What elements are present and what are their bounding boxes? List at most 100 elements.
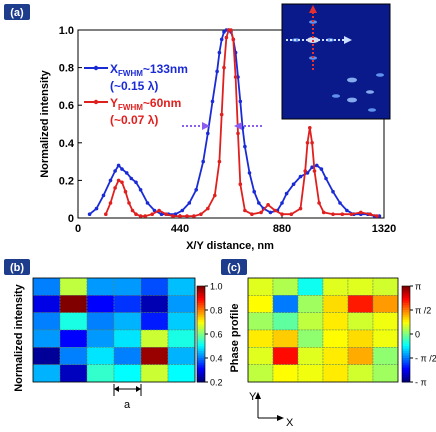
colorbar-segment (197, 317, 205, 321)
panel-a-badge (4, 4, 30, 20)
annotation-x-main: X (110, 62, 118, 76)
series-point-x (280, 201, 284, 205)
y-tick-label: 1.0 (59, 25, 74, 37)
colorbar-segment (197, 365, 205, 369)
colorbar-segment (402, 348, 410, 352)
series-point-x (284, 191, 289, 196)
annotation-y-fwhm: YFWHM~60nm (~0.07 λ) (84, 96, 181, 127)
series-point-x (319, 167, 324, 171)
series-point-x (194, 188, 198, 192)
panel-c-badge-label: (c) (227, 262, 241, 274)
series-point-x (257, 201, 261, 205)
colorbar-segment (197, 295, 205, 299)
heatmap-cell (272, 277, 299, 296)
series-point-y (178, 214, 182, 218)
series-point-y (113, 186, 117, 190)
heatmap-cell (167, 347, 196, 365)
colorbar-segment (402, 374, 410, 378)
colorbar-segment (197, 293, 205, 297)
heatmap-cell (247, 295, 274, 313)
series-point-y (317, 201, 321, 205)
heatmap-cell (322, 295, 349, 313)
panel-c-axis-indicator: Y X (249, 391, 294, 429)
panel-b: (b) Normalized intensity 1.0 0.8 0.6 0.4 0.2… (4, 259, 223, 411)
series-point-y (164, 212, 168, 216)
series-point-x (331, 189, 335, 194)
x-tick-label: 1320 (372, 223, 396, 235)
colorbar-segment (197, 336, 205, 340)
heatmap-cell (272, 364, 299, 383)
colorbar-segment (402, 379, 410, 383)
panel-c: (c) Phase profile π π /2 0 - π /2 - π Y X (221, 259, 436, 429)
series-point-y (266, 203, 270, 207)
colorbar-segment (197, 322, 205, 325)
inset-spot (347, 97, 357, 103)
colorbar-segment (402, 298, 410, 301)
colorbar-segment (402, 341, 410, 345)
colorbar-segment (197, 370, 205, 373)
heatmap-cell (140, 295, 169, 313)
colorbar-segment (402, 343, 410, 347)
fwhm-arrows (182, 122, 262, 130)
scale-marker-label: a (124, 399, 131, 411)
series-point-y (108, 201, 113, 205)
heatmap-cell (322, 329, 349, 348)
panel-a-series (87, 28, 382, 218)
x-tick-label: 880 (273, 223, 291, 235)
series-point-y (250, 212, 254, 216)
colorbar-segment (197, 288, 205, 292)
fwhm-arrow-right-head (234, 122, 242, 130)
series-point-y (308, 126, 312, 130)
series-point-x (315, 163, 319, 168)
series-point-x (120, 167, 124, 171)
series-point-x (243, 144, 247, 149)
colorbar-tick-label: 1.0 (210, 282, 223, 292)
heatmap-cell (372, 364, 399, 383)
annotation-y-note: (~0.07 λ) (110, 113, 158, 127)
heatmap-cell (113, 329, 142, 348)
heatmap-cell (372, 347, 399, 365)
colorbar-segment (197, 367, 205, 371)
series-point-y (130, 208, 135, 213)
colorbar-segment (402, 324, 410, 328)
x-tick-label: 440 (171, 223, 189, 235)
series-point-x (87, 212, 92, 216)
heatmap-cell (113, 364, 142, 383)
inset-spot (376, 73, 384, 77)
series-point-y (238, 182, 243, 186)
inset-background (281, 3, 391, 120)
series-point-y (199, 212, 203, 216)
colorbar-segment (402, 350, 410, 354)
series-point-y (123, 189, 128, 194)
series-point-y (150, 212, 154, 216)
series-point-x (101, 193, 106, 198)
series-point-y (192, 214, 196, 218)
colorbar-segment (197, 300, 205, 304)
heatmap-cell (272, 329, 299, 348)
colorbar-segment (197, 377, 205, 381)
heatmap-cell (372, 295, 399, 313)
series-point-x (345, 208, 349, 213)
colorbar-segment (197, 346, 205, 349)
colorbar-tick-label: 0.4 (210, 354, 223, 364)
series-point-x (138, 188, 143, 192)
colorbar-segment (197, 324, 205, 328)
heatmap-cell (167, 364, 196, 383)
heatmap-cell (113, 277, 142, 296)
heatmap-cell (167, 277, 196, 296)
series-point-y (138, 214, 143, 218)
panel-b-scale-marker: a (113, 384, 142, 411)
heatmap-cell (247, 312, 274, 331)
colorbar-segment (402, 286, 410, 289)
series-point-y (273, 208, 277, 213)
panel-c-colorbar (401, 285, 411, 383)
heatmap-cell (140, 329, 169, 348)
heatmap-cell (140, 277, 169, 296)
series-point-y (104, 212, 108, 216)
heatmap-cell (59, 364, 88, 383)
series-point-x (180, 208, 185, 213)
colorbar-segment (197, 312, 205, 316)
heatmap-cell (372, 329, 399, 348)
axis-indicator-y-head (255, 392, 261, 399)
colorbar-segment (402, 317, 410, 321)
